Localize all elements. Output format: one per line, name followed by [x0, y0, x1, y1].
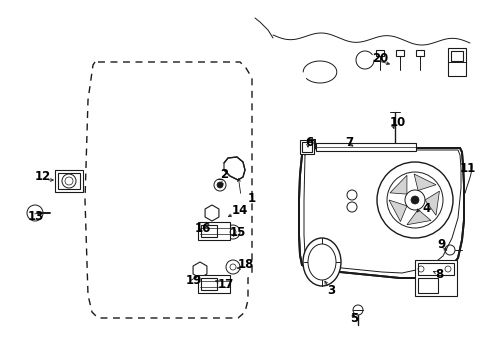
Bar — [415, 50, 423, 56]
Text: 13: 13 — [28, 210, 44, 222]
Bar — [198, 222, 229, 240]
Text: 10: 10 — [389, 116, 406, 129]
Bar — [302, 142, 311, 152]
Bar — [299, 140, 313, 154]
Polygon shape — [389, 175, 406, 194]
Bar — [375, 50, 383, 56]
Text: 2: 2 — [220, 167, 228, 180]
Text: 12: 12 — [35, 170, 51, 183]
Bar — [201, 225, 217, 237]
Text: 20: 20 — [371, 51, 387, 64]
Ellipse shape — [307, 244, 335, 280]
Bar — [417, 278, 437, 293]
Text: 14: 14 — [231, 203, 248, 216]
Polygon shape — [406, 210, 430, 225]
Text: 4: 4 — [421, 202, 429, 215]
Bar — [450, 51, 462, 61]
Text: 1: 1 — [247, 192, 256, 204]
Text: 8: 8 — [434, 269, 442, 282]
Circle shape — [410, 196, 418, 204]
Text: 6: 6 — [305, 135, 313, 148]
Text: 11: 11 — [459, 162, 475, 175]
Bar — [395, 50, 403, 56]
Text: 15: 15 — [229, 225, 246, 238]
Text: 5: 5 — [349, 311, 358, 324]
Text: 16: 16 — [195, 221, 211, 234]
Polygon shape — [424, 191, 439, 215]
Text: 7: 7 — [345, 135, 352, 148]
Polygon shape — [388, 200, 406, 221]
Bar — [447, 48, 465, 76]
Bar — [198, 275, 229, 293]
Circle shape — [217, 182, 223, 188]
Bar — [417, 263, 453, 275]
Bar — [315, 143, 415, 151]
Bar — [201, 278, 217, 290]
Text: 3: 3 — [326, 284, 334, 297]
Polygon shape — [193, 262, 206, 278]
Polygon shape — [298, 140, 463, 278]
Text: 19: 19 — [185, 274, 202, 287]
Bar — [414, 260, 456, 296]
Bar — [58, 173, 80, 189]
Ellipse shape — [303, 238, 340, 286]
Text: 9: 9 — [436, 238, 445, 251]
Polygon shape — [224, 157, 244, 180]
Text: 17: 17 — [218, 278, 234, 291]
Polygon shape — [204, 205, 219, 221]
Text: 18: 18 — [238, 257, 254, 270]
Polygon shape — [413, 174, 435, 190]
Bar — [55, 170, 83, 192]
